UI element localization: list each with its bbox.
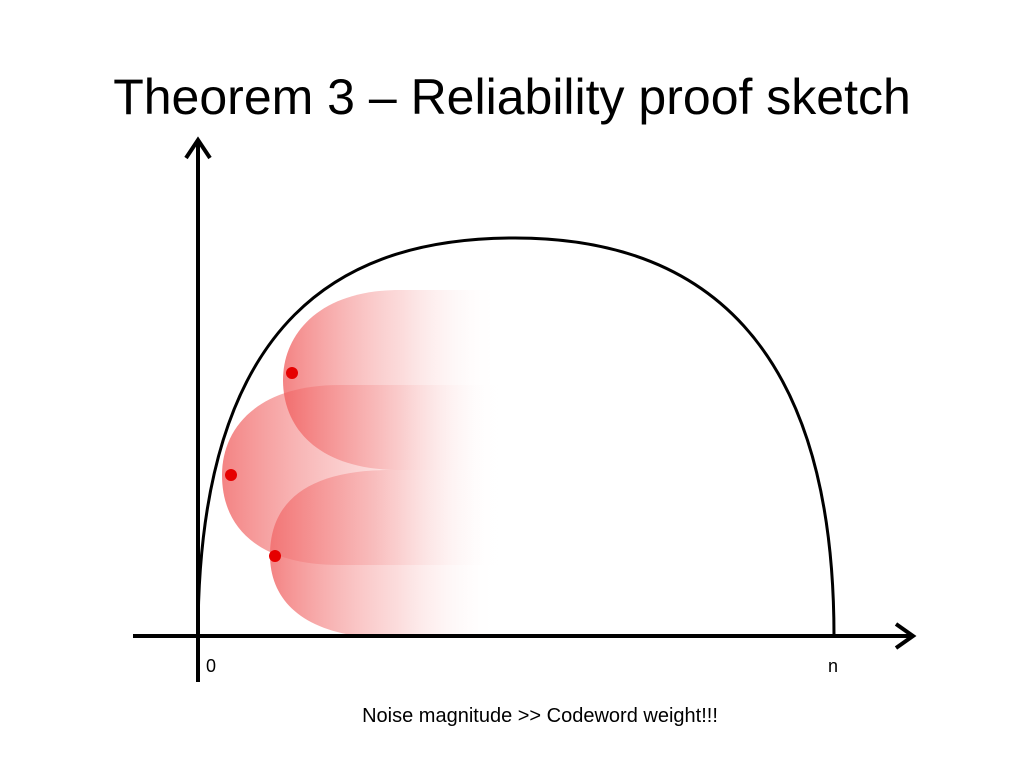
x-axis-arrowhead [894,622,917,650]
codeword-dot-middle [225,469,237,481]
weight-distribution-curve [196,236,836,637]
codeword-dot-lower [269,550,281,562]
codeword-dot-upper [286,367,298,379]
slide-caption: Noise magnitude >> Codeword weight!!! [362,705,718,727]
noise-clouds [222,290,500,638]
noise-cloud-upper [283,290,500,470]
slide-title: Theorem 3 – Reliability proof sketch [113,69,911,125]
axis-origin-label: 0 [206,656,217,676]
codeword-dots [225,367,298,562]
y-axis-arrowhead [184,136,212,160]
axis-end-label: n [828,656,839,676]
axes [133,136,917,682]
